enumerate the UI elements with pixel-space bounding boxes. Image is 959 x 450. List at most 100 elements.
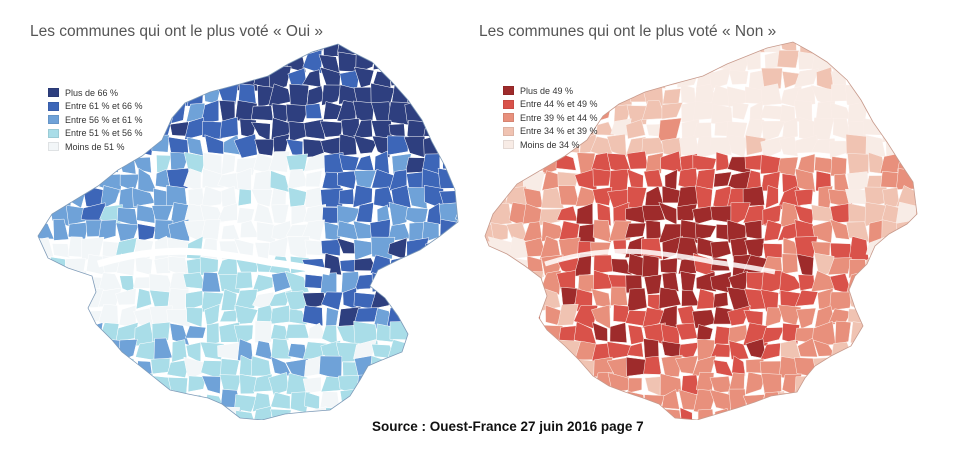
commune-tile <box>338 188 355 205</box>
legend-row: Moins de 51 % <box>48 140 143 154</box>
commune-tile <box>48 49 73 72</box>
commune-tile <box>661 102 684 120</box>
commune-tile <box>896 42 917 57</box>
commune-tile <box>485 269 496 289</box>
commune-tile <box>696 324 714 341</box>
commune-tile <box>508 154 528 172</box>
commune-tile <box>234 304 259 325</box>
commune-tile <box>153 67 167 91</box>
commune-tile <box>201 121 224 140</box>
commune-tile <box>64 169 88 192</box>
commune-tile <box>253 373 273 393</box>
commune-tile <box>695 136 716 159</box>
commune-tile <box>183 408 207 420</box>
commune-tile <box>936 256 954 278</box>
map-title-oui: Les communes qui ont le plus voté « Oui … <box>30 23 323 40</box>
commune-tile <box>184 325 207 339</box>
commune-tile <box>557 303 579 326</box>
commune-tile <box>713 359 734 377</box>
commune-tile <box>609 322 628 343</box>
commune-tile <box>862 410 887 420</box>
commune-tile <box>49 406 72 420</box>
commune-tile <box>645 152 664 174</box>
commune-tile <box>235 157 259 176</box>
commune-tile <box>270 324 290 340</box>
legend-swatch <box>48 128 59 138</box>
commune-tile <box>508 49 529 74</box>
commune-tile <box>339 388 358 409</box>
commune-tile <box>625 119 646 140</box>
commune-tile <box>485 322 496 346</box>
commune-tile <box>153 337 173 362</box>
commune-tile <box>233 324 254 347</box>
commune-tile <box>406 373 426 397</box>
commune-tile <box>879 42 904 52</box>
commune-tile <box>543 54 562 73</box>
commune-tile <box>488 390 513 411</box>
commune-tile <box>237 188 252 207</box>
commune-tile <box>489 54 514 70</box>
commune-tile <box>440 288 458 312</box>
commune-tile <box>895 275 917 293</box>
commune-tile <box>0 373 19 395</box>
commune-tile <box>221 185 237 207</box>
commune-tile <box>914 236 917 259</box>
commune-tile <box>201 375 221 395</box>
legend-label: Entre 61 % et 66 % <box>65 101 143 112</box>
commune-tile <box>304 391 320 410</box>
commune-tile <box>63 306 89 327</box>
commune-tile <box>492 154 513 173</box>
commune-tile <box>170 49 189 74</box>
legend-label: Entre 44 % et 49 % <box>520 99 598 110</box>
legend-swatch <box>48 101 59 111</box>
commune-tile <box>117 55 139 72</box>
commune-tile <box>38 307 55 324</box>
commune-tile <box>882 237 904 259</box>
commune-tile <box>270 188 287 208</box>
commune-tile <box>135 288 152 310</box>
department-outline-non <box>484 41 918 420</box>
commune-tile <box>624 49 648 67</box>
commune-tile <box>744 154 766 171</box>
commune-tile <box>0 242 19 256</box>
commune-tile <box>371 44 394 56</box>
commune-tile <box>48 304 73 326</box>
commune-tile <box>236 207 255 224</box>
commune-tile <box>168 406 185 420</box>
commune-tile <box>406 237 430 262</box>
commune-tile <box>136 204 156 224</box>
commune-tile <box>83 392 103 412</box>
commune-tile <box>934 136 948 157</box>
commune-tile <box>485 154 492 177</box>
commune-tile <box>485 118 495 142</box>
commune-tile <box>217 69 241 88</box>
commune-tile <box>151 54 171 73</box>
commune-tile <box>66 289 87 312</box>
commune-tile <box>710 137 732 156</box>
commune-tile <box>99 338 123 360</box>
legend-swatch <box>503 126 514 136</box>
commune-tile <box>38 340 55 358</box>
commune-tile <box>898 371 917 391</box>
commune-tile <box>404 338 422 363</box>
commune-tile <box>239 373 259 395</box>
commune-tile <box>952 342 959 361</box>
commune-tile <box>137 223 156 242</box>
commune-tile <box>65 54 83 74</box>
commune-tile <box>732 102 749 120</box>
commune-tile <box>440 100 458 126</box>
commune-tile <box>660 150 683 173</box>
commune-tile <box>302 49 322 74</box>
legend-row: Entre 61 % et 66 % <box>48 100 143 114</box>
commune-tile <box>423 405 443 420</box>
commune-tile <box>540 393 565 412</box>
legend-label: Entre 39 % et 44 % <box>520 112 598 123</box>
commune-tile <box>50 326 72 339</box>
commune-tile <box>254 138 276 157</box>
commune-tile <box>676 203 698 221</box>
legend-non: Plus de 49 % Entre 44 % et 49 % Entre 39… <box>503 84 598 152</box>
commune-tile <box>880 373 902 396</box>
commune-tile <box>951 355 959 378</box>
commune-tile <box>485 67 492 91</box>
commune-tile <box>948 326 959 345</box>
